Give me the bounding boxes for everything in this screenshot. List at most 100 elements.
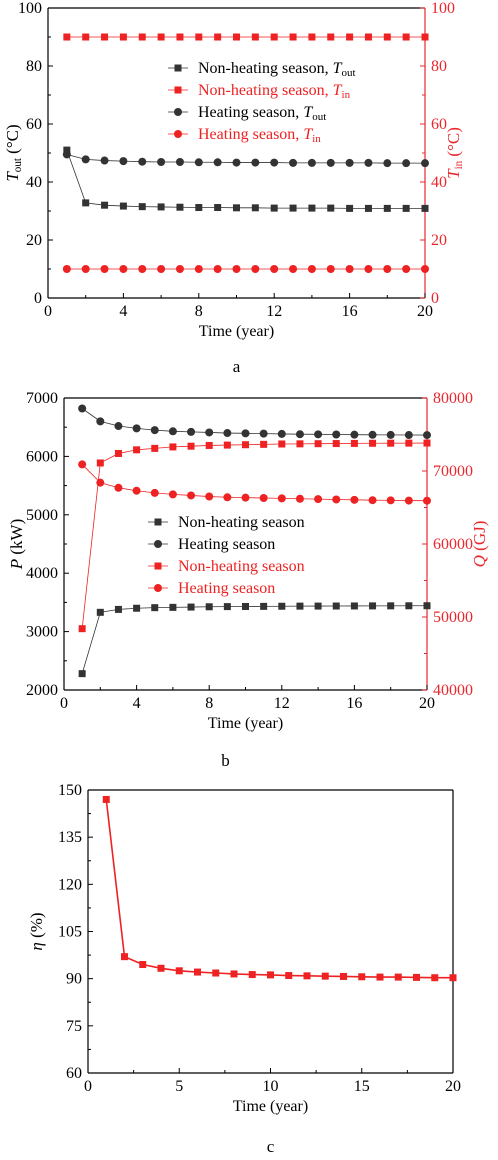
data-point — [259, 429, 268, 438]
data-point — [168, 490, 177, 499]
data-point — [421, 159, 429, 168]
data-point — [251, 33, 259, 41]
data-point — [133, 604, 141, 612]
legend-marker — [154, 540, 162, 548]
data-point — [82, 199, 90, 207]
data-point — [260, 602, 268, 610]
x-axis-title: Time (year) — [208, 715, 283, 732]
data-point — [387, 602, 395, 610]
right-y-tick-label: 0 — [431, 290, 439, 307]
right-y-tick-label: 80000 — [433, 390, 473, 407]
data-point — [386, 430, 395, 439]
data-point — [285, 972, 293, 980]
data-point — [223, 441, 231, 449]
data-point — [101, 33, 109, 41]
data-point — [423, 439, 431, 447]
right-y-tick-label: 100 — [431, 0, 455, 17]
data-point — [307, 265, 316, 273]
data-point — [168, 427, 177, 436]
data-point — [138, 265, 147, 273]
data-point — [114, 422, 123, 431]
data-point — [119, 157, 128, 166]
x-axis-title: Time (year) — [233, 1098, 308, 1115]
data-point — [151, 604, 159, 612]
data-point — [176, 203, 184, 211]
data-point — [96, 608, 104, 616]
data-point — [295, 430, 304, 439]
data-point — [114, 605, 122, 613]
x-tick-label: 20 — [417, 303, 433, 320]
left-y-axis-title: Tout (°C) — [3, 124, 24, 181]
data-point — [232, 265, 241, 273]
data-point — [114, 483, 123, 492]
legend-label: Non-heating season, Tin — [198, 82, 351, 101]
right-y-tick-label: 40000 — [433, 682, 473, 699]
data-point — [157, 157, 166, 166]
data-point — [157, 265, 166, 273]
x-tick-label: 20 — [419, 695, 435, 712]
series-line — [81, 605, 428, 674]
left-y-tick-label: 4000 — [26, 565, 58, 582]
data-point — [387, 439, 395, 447]
data-point — [205, 441, 213, 449]
data-point — [62, 150, 71, 159]
left-y-tick-label: 150 — [58, 782, 82, 799]
left-y-tick-label: 3000 — [26, 624, 58, 641]
data-point — [314, 495, 323, 504]
panel-label: a — [233, 357, 241, 376]
left-y-tick-label: 6000 — [26, 448, 58, 465]
data-point — [101, 201, 109, 209]
x-tick-label: 10 — [263, 1078, 279, 1095]
data-point — [195, 204, 203, 212]
data-point — [350, 439, 358, 447]
data-point — [402, 159, 411, 168]
data-point — [314, 430, 323, 439]
data-point — [332, 602, 340, 610]
data-point — [350, 430, 359, 439]
data-point — [187, 427, 196, 436]
data-point — [368, 430, 377, 439]
x-tick-label: 8 — [195, 303, 203, 320]
data-point — [132, 424, 141, 433]
data-point — [223, 429, 232, 438]
data-point — [233, 33, 240, 41]
data-point — [327, 204, 335, 212]
x-tick-label: 16 — [346, 695, 362, 712]
data-point — [96, 478, 105, 487]
data-point — [251, 265, 260, 273]
data-point — [242, 441, 249, 449]
data-point — [260, 440, 268, 448]
data-point — [369, 439, 377, 447]
data-point — [157, 33, 165, 41]
data-point — [169, 443, 177, 451]
data-point — [157, 203, 165, 211]
data-point — [212, 969, 220, 977]
left-y-tick-label: 120 — [58, 876, 82, 893]
data-point — [213, 265, 222, 273]
data-point — [350, 495, 359, 504]
data-point — [138, 203, 146, 211]
data-point — [241, 429, 250, 438]
right-y-tick-label: 80 — [431, 58, 447, 75]
data-point — [376, 973, 384, 981]
data-point — [308, 33, 316, 41]
data-point — [345, 265, 354, 273]
data-point — [421, 204, 429, 212]
data-point — [96, 459, 104, 467]
data-point — [102, 795, 110, 803]
data-point — [270, 265, 279, 273]
data-point — [270, 33, 278, 41]
data-point — [151, 444, 159, 452]
data-point — [368, 496, 377, 505]
data-point — [421, 33, 429, 41]
data-point — [114, 449, 122, 457]
data-point — [332, 430, 341, 439]
data-point — [278, 440, 286, 448]
data-point — [223, 603, 231, 611]
x-tick-label: 16 — [342, 303, 358, 320]
data-point — [350, 602, 358, 610]
left-y-tick-label: 5000 — [26, 507, 58, 524]
left-y-tick-label: 7000 — [26, 390, 58, 407]
right-y-tick-label: 40 — [431, 174, 447, 191]
data-point — [259, 494, 268, 503]
